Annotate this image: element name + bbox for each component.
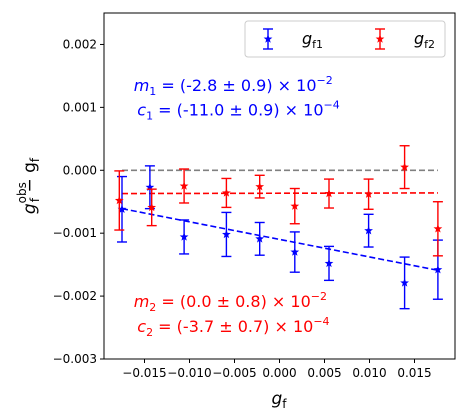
data-point — [117, 204, 127, 213]
data-point — [255, 234, 265, 243]
x-tick-label: 0.015 — [397, 366, 431, 380]
y-axis-ticks: 0.002 0.001 0.000 −0.001 −0.002 −0.003 — [53, 37, 104, 366]
data-point — [433, 224, 443, 233]
data-point — [433, 265, 443, 274]
x-tick-label: −0.010 — [167, 366, 211, 380]
series-gf2 — [114, 145, 443, 257]
annotation-m1: m1 = (-2.8 ± 0.9) × 10−2 — [134, 74, 333, 98]
annotation-m2: m2 = (0.0 ± 0.8) × 10−2 — [134, 290, 327, 314]
data-point — [290, 247, 300, 256]
x-tick-label: −0.005 — [212, 366, 256, 380]
data-point — [255, 182, 265, 191]
fit-gf2-line — [121, 192, 438, 195]
data-point — [324, 258, 334, 268]
x-axis-label: gf — [271, 389, 287, 411]
legend-entry: gf2 — [375, 28, 435, 51]
x-tick-label: 0.005 — [307, 366, 341, 380]
data-point — [114, 195, 124, 205]
legend-box — [244, 20, 446, 58]
data-point — [222, 229, 231, 239]
x-tick-label: 0.010 — [352, 366, 386, 380]
data-series — [114, 145, 443, 310]
legend-marker — [263, 34, 273, 43]
y-tick-label: 0.002 — [63, 37, 97, 51]
data-point — [145, 182, 155, 191]
legend-entry: gf1 — [263, 28, 323, 51]
data-point — [364, 189, 373, 198]
legend-label: gf2 — [414, 29, 435, 51]
data-point — [400, 278, 409, 287]
annotation-c1: c1 = (-11.0 ± 0.9) × 10−4 — [137, 99, 339, 123]
data-point — [147, 202, 157, 212]
data-point — [222, 188, 231, 197]
y-axis-label: gobsf − gf — [15, 157, 42, 214]
data-point — [290, 201, 300, 210]
x-axis-ticks: −0.015 −0.010 −0.005 0.000 0.005 0.010 0.015 — [122, 359, 432, 380]
y-tick-label: −0.003 — [53, 352, 97, 366]
annotation-c2: c2 = (-3.7 ± 0.7) × 10−4 — [137, 315, 329, 339]
y-tick-label: 0.000 — [63, 163, 97, 177]
x-tick-label: 0.000 — [262, 366, 296, 380]
legend-marker — [375, 34, 385, 43]
fit-annotations: m1 = (-2.8 ± 0.9) × 10−2c1 = (-11.0 ± 0.… — [134, 74, 340, 339]
y-tick-label: 0.001 — [63, 100, 97, 114]
x-tick-label: −0.015 — [122, 366, 166, 380]
legend: gf1 gf2 — [244, 20, 446, 58]
data-point — [364, 226, 373, 235]
plot-area — [104, 13, 455, 359]
data-point — [179, 181, 189, 190]
y-tick-label: −0.001 — [53, 226, 97, 240]
data-point — [179, 232, 189, 241]
legend-label: gf1 — [302, 29, 323, 51]
y-tick-label: −0.002 — [53, 289, 97, 303]
reference-and-fit-lines — [121, 169, 439, 272]
data-point — [400, 162, 409, 171]
data-point — [324, 188, 334, 198]
series-gf1 — [117, 165, 443, 310]
